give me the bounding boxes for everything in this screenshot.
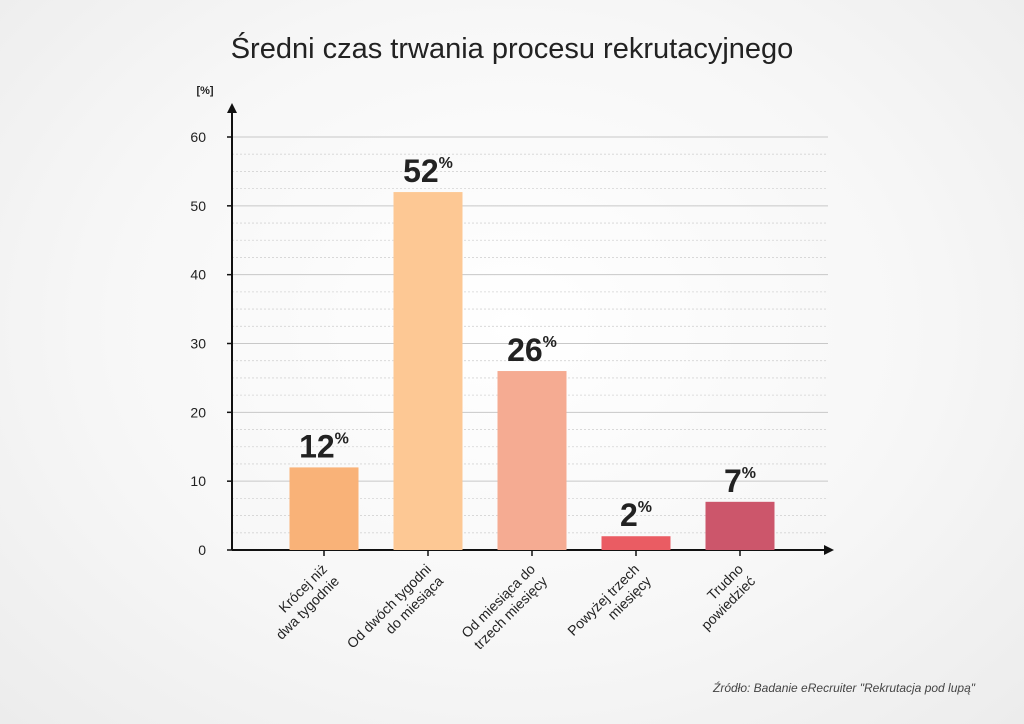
value-label: 12% bbox=[299, 428, 349, 464]
value-label: 7% bbox=[724, 463, 756, 499]
y-tick-label: 60 bbox=[190, 129, 206, 145]
bar bbox=[289, 467, 359, 550]
y-tick-label: 10 bbox=[190, 473, 206, 489]
value-labels: 12% 52% 26% 2% 7% bbox=[299, 153, 756, 533]
y-tick-label: 40 bbox=[190, 267, 206, 283]
bar bbox=[497, 371, 567, 550]
y-tick-label: 20 bbox=[190, 404, 206, 420]
y-tick-labels: 0 10 20 30 40 50 60 bbox=[190, 129, 206, 558]
bars bbox=[289, 192, 775, 551]
value-label: 2% bbox=[620, 497, 652, 533]
grid-lines bbox=[232, 136, 828, 534]
y-tick-label: 0 bbox=[198, 542, 206, 558]
chart-title: Średni czas trwania procesu rekrutacyjne… bbox=[231, 31, 794, 65]
bar bbox=[705, 501, 775, 550]
x-axis-arrow bbox=[824, 545, 834, 555]
value-label: 26% bbox=[507, 332, 557, 368]
y-tick-label: 30 bbox=[190, 336, 206, 352]
source-note: Źródło: Badanie eRecruiter "Rekrutacja p… bbox=[712, 680, 976, 695]
y-axis-label: [%] bbox=[196, 85, 213, 97]
bar bbox=[601, 536, 671, 550]
bar bbox=[393, 192, 463, 551]
value-label: 52% bbox=[403, 153, 453, 189]
y-axis-arrow bbox=[227, 103, 237, 113]
y-tick-label: 50 bbox=[190, 198, 206, 214]
